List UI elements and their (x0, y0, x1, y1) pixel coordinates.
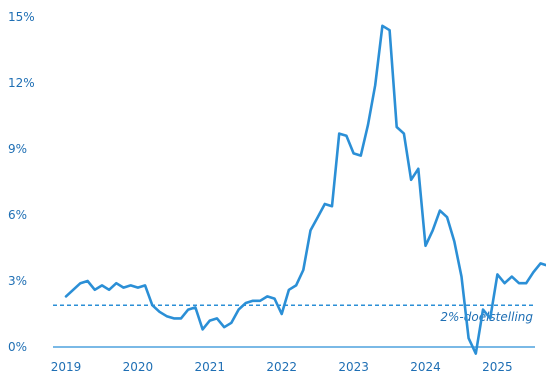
y-tick-label: 15% (8, 10, 35, 24)
y-tick-label: 0% (8, 340, 27, 354)
x-tick-label: 2021 (195, 360, 226, 374)
y-tick-label: 3% (8, 274, 27, 288)
x-tick-label: 2020 (123, 360, 154, 374)
x-tick-label: 2022 (266, 360, 297, 374)
target-reference-label: 2%-doelstelling (440, 310, 533, 324)
x-tick-label: 2023 (338, 360, 369, 374)
x-tick-label: 2024 (410, 360, 441, 374)
inflation-series-line (64, 24, 546, 355)
x-tick-label: 2025 (482, 360, 513, 374)
x-tick-label: 2019 (51, 360, 82, 374)
y-tick-label: 6% (8, 208, 27, 222)
y-tick-label: 12% (8, 76, 35, 90)
y-tick-label: 9% (8, 142, 27, 156)
